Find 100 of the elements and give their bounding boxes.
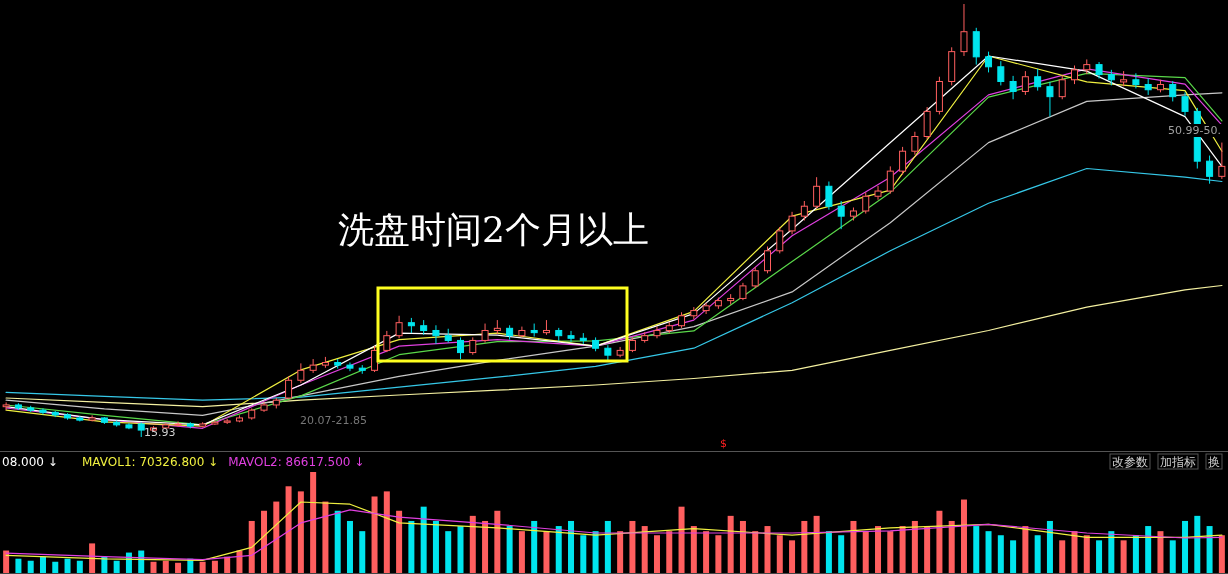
bar xyxy=(1145,526,1152,574)
bar xyxy=(1010,540,1017,574)
bar xyxy=(52,561,59,574)
bar xyxy=(199,561,206,574)
bar xyxy=(273,501,280,574)
bar xyxy=(1206,526,1213,574)
candlestick xyxy=(874,185,882,201)
bar xyxy=(211,560,218,574)
bar xyxy=(887,531,894,574)
bar xyxy=(875,526,882,574)
bar xyxy=(715,535,722,574)
bar xyxy=(1108,531,1115,574)
candlestick xyxy=(997,60,1005,86)
bar xyxy=(543,531,550,574)
candlestick xyxy=(886,165,894,195)
bar xyxy=(297,491,304,574)
bar xyxy=(838,535,845,574)
bar xyxy=(371,496,378,574)
candlestick xyxy=(1058,74,1066,100)
candlestick xyxy=(1181,91,1189,117)
bar xyxy=(1071,531,1078,574)
bar xyxy=(604,520,611,574)
candlestick xyxy=(764,245,771,274)
annotation: 20.07-21.85 xyxy=(300,414,367,427)
text: MAVOL1: 70326.800 ↓ xyxy=(82,455,219,469)
bar xyxy=(727,515,734,574)
candlestick xyxy=(297,362,305,384)
bar xyxy=(506,526,513,574)
bar xyxy=(518,531,525,574)
bar xyxy=(1120,540,1127,574)
bar xyxy=(850,520,857,574)
bar xyxy=(666,531,673,574)
annotation: 洗盘时间2个月以上 xyxy=(338,209,649,250)
candlestick xyxy=(371,345,379,373)
bar xyxy=(617,531,624,574)
candlestick xyxy=(1169,80,1177,102)
bar xyxy=(1182,520,1189,574)
candlestick xyxy=(39,407,47,415)
bar xyxy=(739,520,746,574)
bar xyxy=(15,558,22,574)
bar xyxy=(703,531,710,574)
candlestick xyxy=(788,211,796,235)
candlestick xyxy=(960,3,968,57)
candlestick xyxy=(432,324,440,345)
bar xyxy=(960,499,967,574)
bar xyxy=(1218,535,1225,574)
candlestick xyxy=(825,181,833,211)
candlestick xyxy=(1206,155,1214,185)
bar xyxy=(580,535,587,574)
bar xyxy=(629,520,636,574)
bar xyxy=(1194,515,1201,574)
bar xyxy=(948,520,955,574)
candlestick xyxy=(2,401,10,411)
bar xyxy=(1083,535,1090,574)
bar xyxy=(359,531,366,574)
candlestick xyxy=(1132,72,1140,89)
annotation: $ xyxy=(720,437,727,450)
bar xyxy=(1132,535,1139,574)
bar xyxy=(420,506,427,574)
bar xyxy=(555,526,562,574)
candlestick xyxy=(1218,142,1226,180)
bar xyxy=(1059,540,1066,574)
bar xyxy=(482,520,489,574)
bar xyxy=(248,520,255,574)
bar xyxy=(825,531,832,574)
bar xyxy=(89,543,96,574)
bar xyxy=(162,560,169,574)
candlestick xyxy=(702,302,710,315)
bar xyxy=(973,526,980,574)
annotation: 15.93 xyxy=(144,426,176,439)
candlestick xyxy=(1046,81,1054,118)
candlestick xyxy=(751,266,759,289)
bar xyxy=(690,526,697,574)
bar xyxy=(64,558,71,574)
bar xyxy=(813,515,820,574)
bar xyxy=(568,520,575,574)
bar xyxy=(899,526,906,574)
candlestick xyxy=(837,200,845,230)
candlestick xyxy=(174,420,182,428)
candlestick xyxy=(309,358,317,374)
candlestick xyxy=(567,330,575,343)
candlestick xyxy=(813,176,821,209)
candlestick xyxy=(1021,70,1029,96)
bar xyxy=(653,535,660,574)
bar xyxy=(396,510,403,574)
bar xyxy=(936,510,943,574)
candlestick xyxy=(1071,64,1078,85)
bar xyxy=(457,526,464,574)
bar xyxy=(911,520,918,574)
bar xyxy=(261,510,268,574)
annotation: 50.99-50. xyxy=(1168,124,1221,137)
bar xyxy=(322,501,329,574)
bar xyxy=(985,531,992,574)
candlestick xyxy=(1009,75,1017,100)
bar xyxy=(997,535,1004,574)
bar xyxy=(175,562,182,574)
bar xyxy=(1096,540,1103,574)
bar xyxy=(494,510,501,574)
candlestick xyxy=(457,336,464,360)
bar xyxy=(383,491,390,574)
